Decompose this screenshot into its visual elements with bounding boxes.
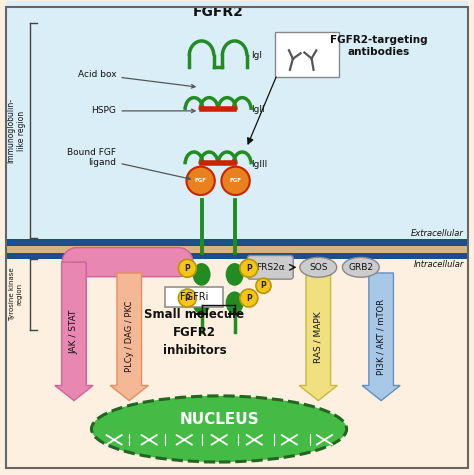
Bar (6, 241, 468, 256)
Text: Bound FGF
ligand: Bound FGF ligand (67, 148, 191, 180)
Text: FGF: FGF (195, 178, 207, 183)
Text: SOS: SOS (309, 263, 328, 272)
Text: P: P (184, 264, 190, 273)
FancyBboxPatch shape (165, 287, 223, 306)
FancyArrow shape (55, 262, 93, 400)
Text: PLCy / DAG / PKC: PLCy / DAG / PKC (125, 301, 134, 372)
Text: FGFR2-targeting
antibodies: FGFR2-targeting antibodies (330, 35, 428, 57)
Text: P: P (246, 294, 252, 303)
Text: Tyrosine kinase
region: Tyrosine kinase region (9, 267, 23, 321)
FancyArrow shape (362, 273, 400, 400)
FancyArrow shape (110, 273, 148, 400)
Text: Immunoglobulin-
like region: Immunoglobulin- like region (6, 98, 26, 163)
Text: IgIII: IgIII (251, 160, 267, 169)
Ellipse shape (91, 396, 346, 462)
Text: RAS / MAPK: RAS / MAPK (314, 311, 323, 362)
Text: PI3K / AKT / mTOR: PI3K / AKT / mTOR (377, 299, 386, 375)
Text: HSPG: HSPG (91, 106, 195, 115)
Circle shape (186, 167, 215, 195)
Ellipse shape (342, 257, 379, 277)
Text: Extracellular: Extracellular (411, 229, 464, 238)
Circle shape (240, 259, 258, 277)
Bar (6, 1, 468, 241)
Circle shape (221, 167, 250, 195)
Text: Intracellular: Intracellular (413, 260, 464, 269)
Circle shape (178, 259, 196, 277)
Text: FRS2α: FRS2α (256, 263, 285, 272)
Text: Acid box: Acid box (78, 70, 195, 88)
Text: GRB2: GRB2 (348, 263, 374, 272)
Bar (6, 239, 468, 246)
FancyBboxPatch shape (275, 32, 338, 77)
FancyBboxPatch shape (247, 256, 293, 279)
FancyArrow shape (299, 273, 337, 400)
Circle shape (256, 278, 271, 294)
Ellipse shape (192, 263, 210, 286)
Text: P: P (184, 294, 190, 303)
Text: IgII: IgII (251, 105, 265, 114)
Text: Small molecule
FGFR2
inhibitors: Small molecule FGFR2 inhibitors (145, 308, 245, 357)
Ellipse shape (226, 263, 244, 286)
Text: FGF: FGF (229, 178, 242, 183)
Text: P: P (261, 281, 266, 290)
Text: NUCLEUS: NUCLEUS (179, 412, 259, 427)
Text: FGFRi: FGFRi (180, 292, 209, 302)
Ellipse shape (226, 292, 244, 314)
Circle shape (178, 289, 196, 307)
Text: JAK / STAT: JAK / STAT (70, 309, 79, 353)
Text: P: P (246, 264, 252, 273)
Text: FGFR2: FGFR2 (192, 5, 244, 19)
Circle shape (240, 289, 258, 307)
Ellipse shape (300, 257, 337, 277)
Text: IgI: IgI (251, 51, 262, 60)
Ellipse shape (192, 292, 210, 314)
Bar (6, 253, 468, 259)
